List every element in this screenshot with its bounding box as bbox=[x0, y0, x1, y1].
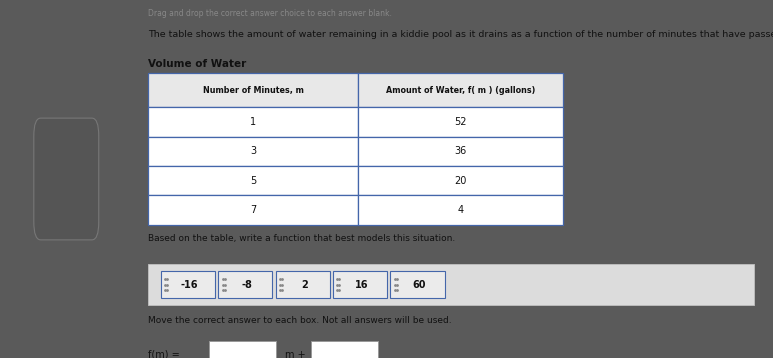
Text: Amount of Water, f( m ) (gallons): Amount of Water, f( m ) (gallons) bbox=[386, 86, 535, 95]
Text: 5: 5 bbox=[250, 176, 257, 186]
Text: Number of Minutes, m: Number of Minutes, m bbox=[203, 86, 304, 95]
Bar bbox=[359, 166, 563, 195]
Text: -8: -8 bbox=[241, 280, 252, 290]
Bar bbox=[148, 73, 359, 107]
Text: 7: 7 bbox=[250, 205, 257, 215]
Bar bbox=[148, 166, 359, 195]
Text: The table shows the amount of water remaining in a kiddie pool as it drains as a: The table shows the amount of water rema… bbox=[148, 30, 773, 39]
Bar bbox=[333, 271, 387, 298]
Text: f(m) =: f(m) = bbox=[148, 350, 180, 358]
Text: 16: 16 bbox=[355, 280, 369, 290]
Bar bbox=[218, 271, 272, 298]
Bar bbox=[390, 271, 444, 298]
Bar bbox=[311, 341, 377, 358]
Text: 60: 60 bbox=[412, 280, 426, 290]
Text: 4: 4 bbox=[458, 205, 464, 215]
Bar bbox=[209, 341, 275, 358]
Bar bbox=[148, 107, 359, 137]
Text: 20: 20 bbox=[455, 176, 467, 186]
Bar bbox=[359, 137, 563, 166]
Bar bbox=[359, 73, 563, 107]
Text: Drag and drop the correct answer choice to each answer blank.: Drag and drop the correct answer choice … bbox=[148, 9, 392, 18]
Bar bbox=[276, 271, 330, 298]
Bar bbox=[359, 195, 563, 225]
Text: Move the correct answer to each box. Not all answers will be used.: Move the correct answer to each box. Not… bbox=[148, 316, 451, 325]
Text: Based on the table, write a function that best models this situation.: Based on the table, write a function tha… bbox=[148, 234, 455, 243]
Text: 2: 2 bbox=[301, 280, 308, 290]
Text: Volume of Water: Volume of Water bbox=[148, 59, 247, 69]
Bar bbox=[161, 271, 215, 298]
Text: 52: 52 bbox=[455, 117, 467, 127]
Text: -16: -16 bbox=[181, 280, 198, 290]
Text: 36: 36 bbox=[455, 146, 467, 156]
Bar bbox=[148, 137, 359, 166]
Bar bbox=[359, 107, 563, 137]
Text: 3: 3 bbox=[250, 146, 257, 156]
Bar bbox=[148, 264, 754, 305]
FancyBboxPatch shape bbox=[34, 118, 99, 240]
Text: 1: 1 bbox=[250, 117, 257, 127]
Text: m +: m + bbox=[285, 350, 306, 358]
Bar bbox=[148, 195, 359, 225]
